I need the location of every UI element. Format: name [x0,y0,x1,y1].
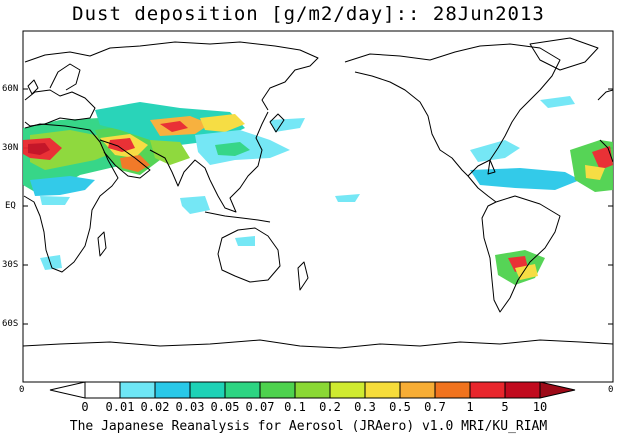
dust-patch-indonesia [180,196,210,214]
coast-australia [217,227,281,283]
coast-madagascar [97,231,107,257]
colorbar-tick: 0.2 [319,400,341,414]
colorbar-bin-5 [259,381,296,399]
colorbar [49,381,576,399]
dust-patch-pacific-east [335,194,360,202]
coast-india [149,149,211,187]
colorbar-bin-3 [189,381,226,399]
colorbar-tick: 0.02 [140,400,170,414]
lat-label-60s: 60S [2,319,19,329]
coast-indonesia [204,211,271,223]
coast-uk [27,79,39,95]
colorbar-tick: 0.07 [245,400,275,414]
coast-florida [487,159,496,175]
colorbar-tick: 5 [501,400,509,414]
dust-patch-gobi [200,114,245,132]
lat-label-eq: EQ [5,201,16,211]
dust-patch-taklamakan-core [160,121,188,132]
colorbar-tick: 1 [466,400,474,414]
coast-europe-east-edge [597,89,614,101]
plot-title: Dust deposition [g/m2/day]:: 28Jun2013 [72,3,545,25]
dust-patch-westafrica-core [28,143,50,155]
dust-patch-southafrica [40,255,62,270]
coastlines [22,37,614,349]
colorbar-bin-8 [364,381,401,399]
colorbar-tick: 0 [81,400,89,414]
dust-patch-sahara-inner [30,130,120,170]
lat-label-30n: 30N [2,143,19,153]
coast-japan [269,113,285,133]
colorbar-bin-0 [84,381,121,399]
coast-southamerica [481,195,561,313]
coast-seasia [209,111,269,213]
coast-africa [23,123,119,273]
coast-newzealand [297,261,309,291]
colorbar-tick: 10 [532,400,548,414]
colorbar-edge-label-left: 0 [19,385,25,395]
lat-label-60n: 60N [2,84,19,94]
dust-patch-sahel [30,176,95,196]
colorbar-bin-11 [469,381,506,399]
dust-patch-australia [235,236,255,246]
coast-centralamerica [467,175,497,203]
colorbar-tick: 0.05 [210,400,240,414]
coast-arabia [99,139,151,179]
colorbar-bin-7 [329,381,366,399]
colorbar-bin-4 [224,381,261,399]
coast-greenland [529,37,599,71]
dust-patch-canada [540,96,575,108]
colorbar-tick: 0.03 [175,400,205,414]
colorbar-tick: 0.01 [105,400,135,414]
colorbar-tick: 0.1 [284,400,306,414]
dust-patch-atlantic-mid [585,165,605,180]
colorbar-bin-6 [294,381,331,399]
coast-africa-east-edge [599,139,614,163]
lat-label-30s: 30S [2,260,19,270]
dust-patch-arabia-south [120,155,150,172]
colorbar-bin-1 [119,381,156,399]
coast-antarctica [22,339,614,349]
colorbar-bin-9 [399,381,436,399]
colorbar-tick: 0.3 [354,400,376,414]
dust-patch-eastchina [215,142,250,156]
coast-eurasia-north [24,41,319,111]
colorbar-edge-label-right: 0 [608,385,614,395]
colorbar-bin-12 [504,381,541,399]
colorbar-tick: 0.5 [389,400,411,414]
dust-patch-pakistan [150,140,190,165]
dust-patch-atlantic-hot [592,146,613,170]
colorbar-bin-2 [154,381,191,399]
dust-patch-iraq [108,138,135,152]
dust-patch-gulfguinea [40,196,70,205]
colorbar-bin-10 [434,381,471,399]
map-frame [22,30,614,383]
footer-credit: The Japanese Reanalysis for Aerosol (JRA… [69,419,548,434]
colorbar-tick: 0.7 [424,400,446,414]
dust-patch-caribbean [470,168,580,190]
colorbar-lower-arrow [49,381,86,399]
coast-scandinavia [49,63,81,91]
dust-patch-northamerica [470,140,520,162]
coast-northamerica [344,43,561,177]
colorbar-upper-arrow [539,381,576,399]
